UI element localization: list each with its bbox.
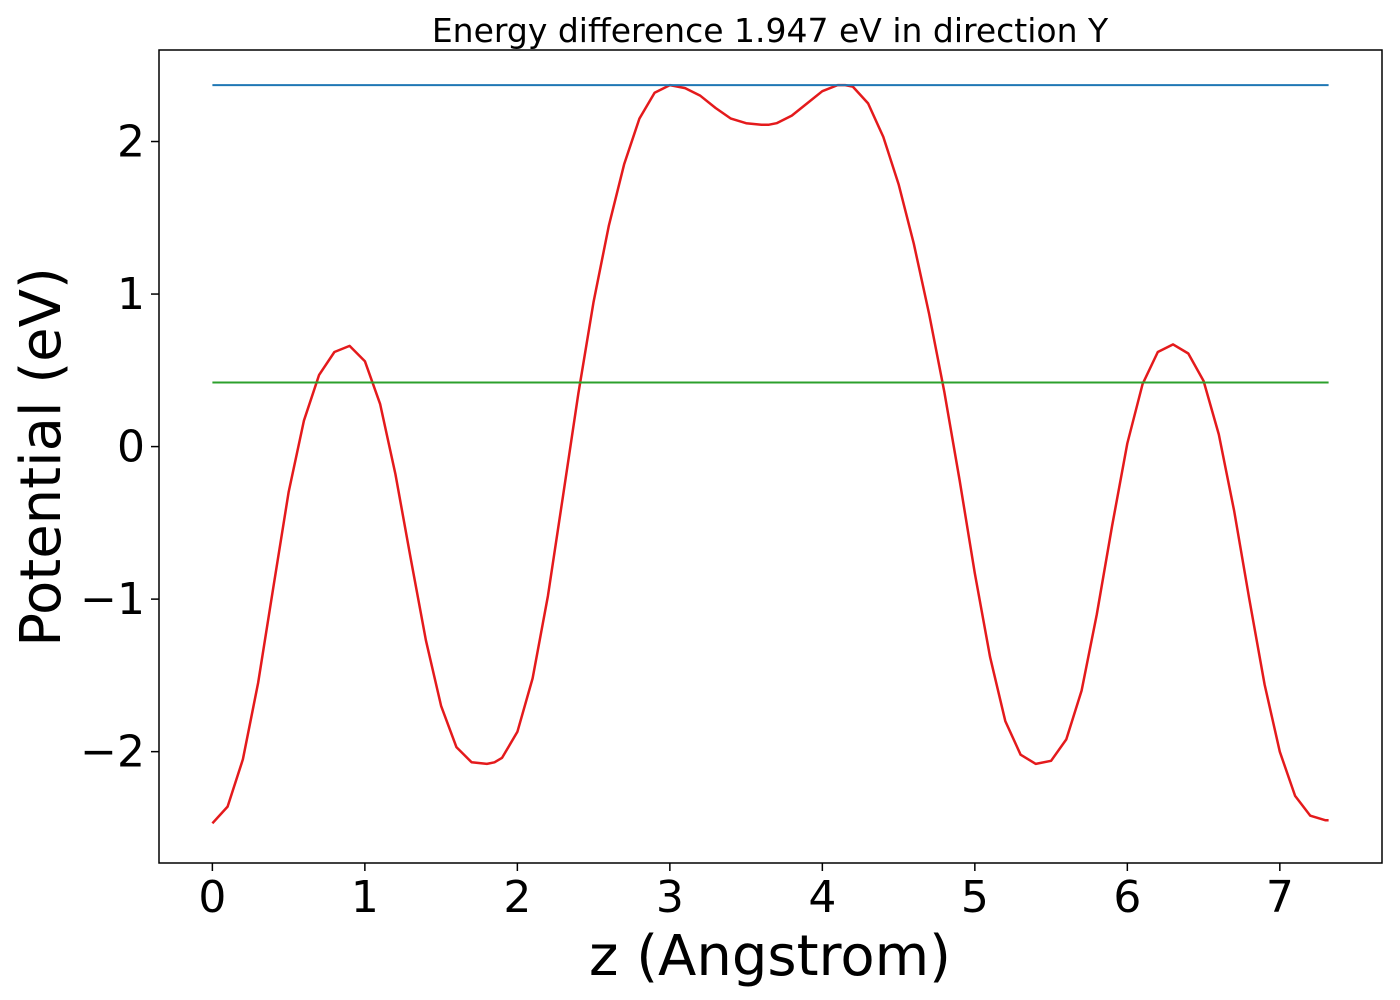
x-tick-label: 2	[503, 872, 531, 923]
y-tick-label: 2	[117, 117, 145, 168]
x-axis-ticks: 0 1 2 3 4 5 6 7	[198, 863, 1294, 923]
x-tick-label: 6	[1113, 872, 1141, 923]
chart-title: Energy difference 1.947 eV in direction …	[432, 11, 1109, 50]
x-tick-label: 3	[656, 872, 684, 923]
y-tick-label: 1	[117, 269, 145, 320]
y-tick-label: 0	[117, 422, 145, 473]
x-tick-label: 7	[1266, 872, 1294, 923]
y-axis-label: Potential (eV)	[9, 267, 74, 647]
x-tick-label: 4	[808, 872, 836, 923]
x-tick-label: 1	[351, 872, 379, 923]
plot-frame	[158, 49, 1383, 864]
series-layer	[211, 83, 1329, 825]
y-axis-ticks: −2 −1 0 1 2	[80, 117, 159, 778]
series-line-0	[211, 83, 1329, 825]
x-tick-label: 5	[961, 872, 989, 923]
x-axis-label: z (Angstrom)	[589, 924, 951, 989]
y-tick-label: −1	[80, 574, 145, 625]
y-tick-label: −2	[80, 727, 145, 778]
x-tick-label: 0	[198, 872, 226, 923]
